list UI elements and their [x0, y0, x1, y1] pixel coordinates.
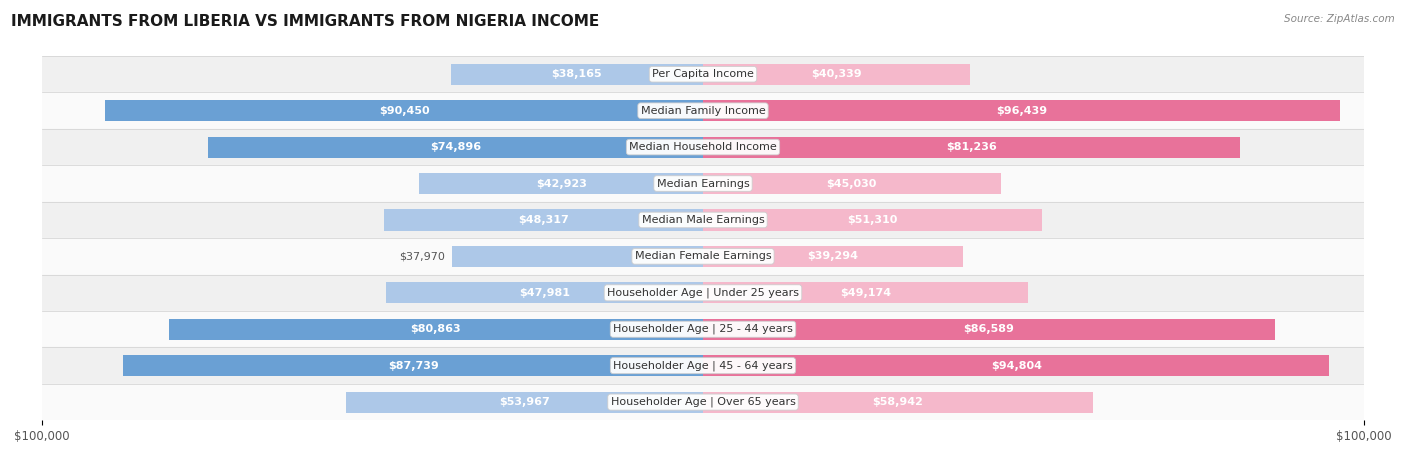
Bar: [42, 202, 1364, 238]
Text: $87,739: $87,739: [388, 361, 439, 371]
Bar: [208, 136, 703, 158]
Text: Median Female Earnings: Median Female Earnings: [634, 251, 772, 262]
Bar: [42, 165, 1364, 202]
Bar: [42, 347, 1364, 384]
Bar: [451, 64, 703, 85]
Text: $58,942: $58,942: [872, 397, 924, 407]
Text: $74,896: $74,896: [430, 142, 481, 152]
Text: Householder Age | Over 65 years: Householder Age | Over 65 years: [610, 397, 796, 407]
Text: $42,923: $42,923: [536, 178, 586, 189]
Bar: [703, 64, 970, 85]
Text: $38,165: $38,165: [551, 69, 602, 79]
Bar: [42, 275, 1364, 311]
Text: IMMIGRANTS FROM LIBERIA VS IMMIGRANTS FROM NIGERIA INCOME: IMMIGRANTS FROM LIBERIA VS IMMIGRANTS FR…: [11, 14, 599, 29]
Bar: [105, 100, 703, 121]
Text: $53,967: $53,967: [499, 397, 550, 407]
Text: $47,981: $47,981: [519, 288, 569, 298]
Text: $96,439: $96,439: [995, 106, 1047, 116]
Text: $39,294: $39,294: [807, 251, 858, 262]
Text: $40,339: $40,339: [811, 69, 862, 79]
Text: Median Family Income: Median Family Income: [641, 106, 765, 116]
Bar: [42, 384, 1364, 420]
Text: $86,589: $86,589: [963, 324, 1015, 334]
Text: $80,863: $80,863: [411, 324, 461, 334]
Text: $48,317: $48,317: [517, 215, 569, 225]
Text: $49,174: $49,174: [839, 288, 891, 298]
Bar: [703, 173, 1001, 194]
Bar: [42, 238, 1364, 275]
Bar: [703, 136, 1240, 158]
Text: Householder Age | Under 25 years: Householder Age | Under 25 years: [607, 288, 799, 298]
Bar: [42, 92, 1364, 129]
Bar: [703, 391, 1092, 413]
Text: Median Earnings: Median Earnings: [657, 178, 749, 189]
Text: Median Household Income: Median Household Income: [628, 142, 778, 152]
Bar: [703, 282, 1028, 304]
Bar: [703, 246, 963, 267]
Text: $51,310: $51,310: [848, 215, 897, 225]
Bar: [453, 246, 703, 267]
Text: $90,450: $90,450: [378, 106, 429, 116]
Text: Source: ZipAtlas.com: Source: ZipAtlas.com: [1284, 14, 1395, 24]
Text: $81,236: $81,236: [946, 142, 997, 152]
Bar: [42, 129, 1364, 165]
Bar: [169, 318, 703, 340]
Bar: [419, 173, 703, 194]
Text: Per Capita Income: Per Capita Income: [652, 69, 754, 79]
Text: $45,030: $45,030: [827, 178, 877, 189]
Bar: [703, 100, 1340, 121]
Bar: [384, 209, 703, 231]
Text: $94,804: $94,804: [991, 361, 1042, 371]
Bar: [124, 355, 703, 376]
Bar: [703, 355, 1330, 376]
Text: Householder Age | 25 - 44 years: Householder Age | 25 - 44 years: [613, 324, 793, 334]
Text: Householder Age | 45 - 64 years: Householder Age | 45 - 64 years: [613, 361, 793, 371]
Bar: [703, 318, 1275, 340]
Bar: [703, 209, 1042, 231]
Text: $37,970: $37,970: [399, 251, 446, 262]
Bar: [346, 391, 703, 413]
Bar: [42, 311, 1364, 347]
Bar: [385, 282, 703, 304]
Bar: [42, 56, 1364, 92]
Text: Median Male Earnings: Median Male Earnings: [641, 215, 765, 225]
